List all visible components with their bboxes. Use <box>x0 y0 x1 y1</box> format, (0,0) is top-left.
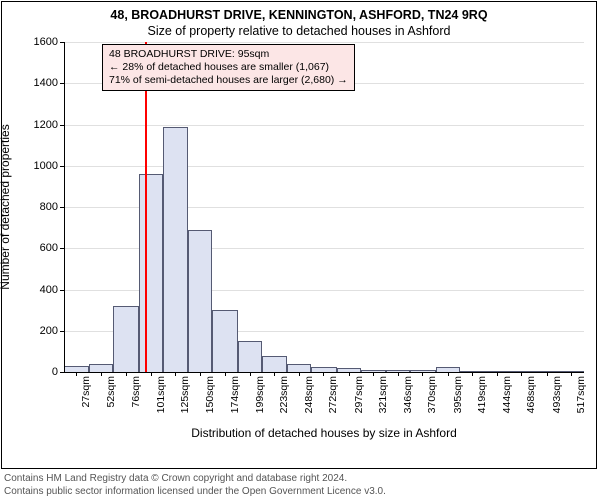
property-marker-line <box>145 42 147 372</box>
histogram-bar <box>188 230 212 372</box>
x-tick-mark <box>472 372 473 376</box>
x-tick-label: 223sqm <box>278 376 290 413</box>
x-tick-label: 248sqm <box>303 376 315 413</box>
histogram-bar <box>287 364 311 372</box>
x-tick-mark <box>250 372 251 376</box>
histogram-bar <box>113 306 138 372</box>
x-tick-mark <box>448 372 449 376</box>
x-tick-mark <box>422 372 423 376</box>
y-tick-label: 800 <box>2 201 58 213</box>
y-tick-label: 1200 <box>2 119 58 131</box>
x-tick-label: 272sqm <box>327 376 339 413</box>
y-tick-label: 400 <box>2 284 58 296</box>
x-tick-mark <box>547 372 548 376</box>
x-tick-label: 150sqm <box>204 376 216 413</box>
y-tick-mark <box>60 125 64 126</box>
attribution-footer: Contains HM Land Registry data © Crown c… <box>4 473 596 498</box>
x-tick-label: 444sqm <box>501 376 513 413</box>
histogram-bar <box>139 174 163 372</box>
x-tick-mark <box>521 372 522 376</box>
chart-container: 48, BROADHURST DRIVE, KENNINGTON, ASHFOR… <box>1 1 597 469</box>
y-tick-label: 0 <box>2 366 58 378</box>
x-tick-label: 76sqm <box>130 376 142 408</box>
histogram-bar <box>238 341 262 372</box>
x-tick-label: 321sqm <box>377 376 389 413</box>
x-tick-mark <box>398 372 399 376</box>
x-tick-mark <box>299 372 300 376</box>
chart-title-line2: Size of property relative to detached ho… <box>2 24 596 38</box>
x-tick-label: 125sqm <box>179 376 191 413</box>
x-tick-label: 27sqm <box>80 376 92 408</box>
x-tick-mark <box>175 372 176 376</box>
x-tick-label: 493sqm <box>551 376 563 413</box>
footer-line1: Contains HM Land Registry data © Crown c… <box>4 473 596 486</box>
x-tick-label: 517sqm <box>575 376 587 413</box>
x-tick-label: 52sqm <box>105 376 117 408</box>
x-tick-label: 370sqm <box>426 376 438 413</box>
x-tick-mark <box>349 372 350 376</box>
x-tick-mark <box>126 372 127 376</box>
x-tick-mark <box>497 372 498 376</box>
footer-line2: Contains public sector information licen… <box>4 486 596 499</box>
info-line-larger: 71% of semi-detached houses are larger (… <box>109 74 348 87</box>
histogram-bar <box>212 310 237 372</box>
x-tick-mark <box>200 372 201 376</box>
y-tick-mark <box>60 166 64 167</box>
property-info-box: 48 BROADHURST DRIVE: 95sqm ← 28% of deta… <box>102 44 355 91</box>
y-tick-mark <box>60 83 64 84</box>
y-tick-label: 1000 <box>2 160 58 172</box>
x-tick-label: 468sqm <box>525 376 537 413</box>
y-axis <box>64 42 65 372</box>
x-tick-mark <box>274 372 275 376</box>
x-tick-label: 174sqm <box>229 376 241 413</box>
info-line-smaller: ← 28% of detached houses are smaller (1,… <box>109 61 348 74</box>
x-axis-label: Distribution of detached houses by size … <box>64 426 584 440</box>
x-tick-mark <box>151 372 152 376</box>
histogram-bar <box>262 356 287 373</box>
y-tick-mark <box>60 207 64 208</box>
x-tick-mark <box>101 372 102 376</box>
x-tick-mark <box>323 372 324 376</box>
info-line-property: 48 BROADHURST DRIVE: 95sqm <box>109 48 348 61</box>
y-tick-mark <box>60 42 64 43</box>
x-tick-label: 199sqm <box>254 376 266 413</box>
plot-area <box>64 42 584 372</box>
y-tick-mark <box>60 248 64 249</box>
x-tick-label: 419sqm <box>476 376 488 413</box>
y-tick-label: 200 <box>2 325 58 337</box>
histogram-bar <box>89 364 113 372</box>
y-tick-label: 1400 <box>2 77 58 89</box>
x-tick-mark <box>571 372 572 376</box>
y-tick-label: 600 <box>2 242 58 254</box>
x-tick-label: 297sqm <box>353 376 365 413</box>
x-tick-label: 346sqm <box>402 376 414 413</box>
y-tick-mark <box>60 290 64 291</box>
chart-title-line1: 48, BROADHURST DRIVE, KENNINGTON, ASHFOR… <box>2 8 596 22</box>
histogram-bar <box>163 127 188 372</box>
y-tick-mark <box>60 331 64 332</box>
x-tick-mark <box>225 372 226 376</box>
y-tick-label: 1600 <box>2 36 58 48</box>
x-tick-mark <box>76 372 77 376</box>
x-tick-label: 395sqm <box>452 376 464 413</box>
x-tick-label: 101sqm <box>155 376 167 413</box>
y-tick-mark <box>60 372 64 373</box>
histogram-bars <box>64 42 584 372</box>
x-tick-mark <box>373 372 374 376</box>
